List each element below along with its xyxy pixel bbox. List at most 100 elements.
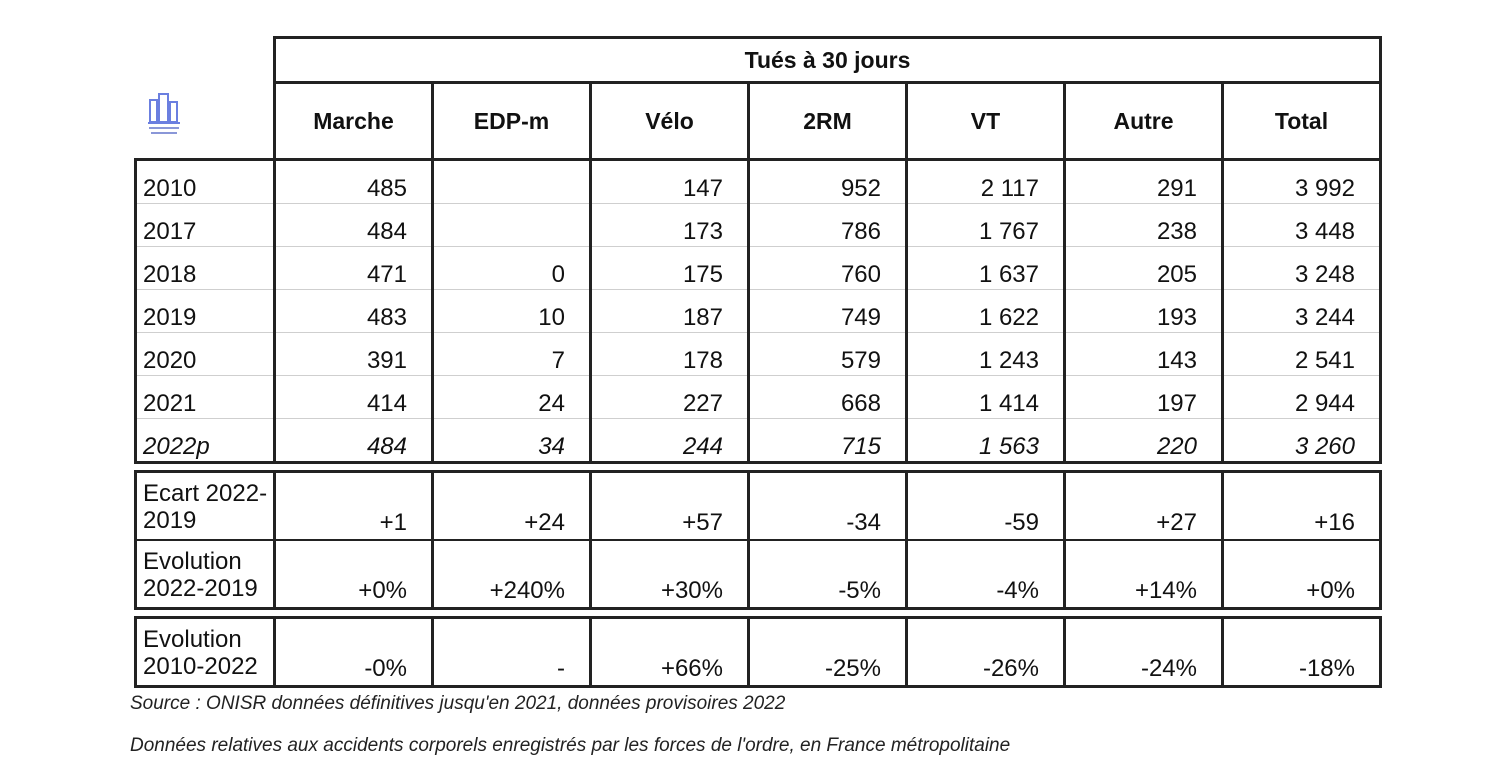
table-cell: 2 541: [1221, 332, 1382, 376]
fatalities-table: Tués à 30 jours Marche EDP-m Vélo 2RM VT Autr…: [134, 36, 1382, 688]
table-cell: 715: [747, 418, 908, 464]
row-label: 2017: [134, 203, 276, 247]
table-cell: 205: [1063, 246, 1224, 290]
table-cell: 3 248: [1221, 246, 1382, 290]
table-cell: 193: [1063, 289, 1224, 333]
table-cell: 220: [1063, 418, 1224, 464]
table-cell: 1 622: [905, 289, 1066, 333]
stat-cell: -: [431, 616, 592, 688]
table-cell: 484: [273, 203, 434, 247]
table-cell: 3 260: [1221, 418, 1382, 464]
table-row: 2020 391 7 178 579 1 243 143 2 541: [134, 332, 1382, 376]
table-cell: 7: [431, 332, 592, 376]
stat-cell: -0%: [273, 616, 434, 688]
column-header: 2RM: [747, 81, 908, 161]
table-cell: 3 244: [1221, 289, 1382, 333]
stat-cell: +66%: [589, 616, 750, 688]
column-header: VT: [905, 81, 1066, 161]
table-cell: 952: [747, 158, 908, 204]
table-row: 2017 484 173 786 1 767 238 3 448: [134, 203, 1382, 247]
column-header: Marche: [273, 81, 434, 161]
stat-label: Evolution 2010-2022: [134, 616, 276, 688]
stat-cell: +14%: [1063, 539, 1224, 610]
table-cell: 0: [431, 246, 592, 290]
table-cell: 3 448: [1221, 203, 1382, 247]
row-label: 2018: [134, 246, 276, 290]
table-cell: 471: [273, 246, 434, 290]
table-cell: 786: [747, 203, 908, 247]
stat-row: Evolution 2022-2019 +0% +240% +30% -5% -4% +14…: [134, 539, 1382, 610]
stat-row: Evolution 2010-2022 -0% - +66% -25% -26% -24% -…: [134, 616, 1382, 688]
building-logo-icon: [148, 93, 180, 134]
column-header: Autre: [1063, 81, 1224, 161]
row-label: 2022p: [134, 418, 276, 464]
table-cell: 187: [589, 289, 750, 333]
table-cell: 2 944: [1221, 375, 1382, 419]
table-cell: 485: [273, 158, 434, 204]
stat-label: Ecart 2022-2019: [134, 470, 276, 540]
stat-cell: -34: [747, 470, 908, 540]
table-cell: 291: [1063, 158, 1224, 204]
table-row: 2019 483 10 187 749 1 622 193 3 244: [134, 289, 1382, 333]
stat-cell: -5%: [747, 539, 908, 610]
table-row: 2018 471 0 175 760 1 637 205 3 248: [134, 246, 1382, 290]
table-cell: 483: [273, 289, 434, 333]
table-cell: 1 637: [905, 246, 1066, 290]
table-cell: 238: [1063, 203, 1224, 247]
stat-cell: +240%: [431, 539, 592, 610]
table-cell: 1 767: [905, 203, 1066, 247]
table-cell: 173: [589, 203, 750, 247]
stat-cell: -26%: [905, 616, 1066, 688]
stat-cell: +0%: [273, 539, 434, 610]
table-cell: 760: [747, 246, 908, 290]
column-header: Total: [1221, 81, 1382, 161]
table-row: 2021 414 24 227 668 1 414 197 2 944: [134, 375, 1382, 419]
scope-note: Données relatives aux accidents corporel…: [130, 735, 1011, 756]
source-note: Source : ONISR données définitives jusqu…: [130, 693, 786, 714]
stat-cell: -25%: [747, 616, 908, 688]
stat-cell: +30%: [589, 539, 750, 610]
stat-label: Evolution 2022-2019: [134, 539, 276, 610]
table-title: Tués à 30 jours: [273, 36, 1382, 84]
stat-cell: +24: [431, 470, 592, 540]
table-cell: 579: [747, 332, 908, 376]
table-cell: 227: [589, 375, 750, 419]
table-cell: 414: [273, 375, 434, 419]
stat-cell: -24%: [1063, 616, 1224, 688]
table-cell: 244: [589, 418, 750, 464]
table-cell: 668: [747, 375, 908, 419]
stat-cell: -18%: [1221, 616, 1382, 688]
table-cell: 1 563: [905, 418, 1066, 464]
table-cell: 178: [589, 332, 750, 376]
table-cell: 2 117: [905, 158, 1066, 204]
stat-cell: +27: [1063, 470, 1224, 540]
stat-cell: +1: [273, 470, 434, 540]
table-row: 2022p 484 34 244 715 1 563 220 3 260: [134, 418, 1382, 464]
table-cell: 24: [431, 375, 592, 419]
table-cell: 3 992: [1221, 158, 1382, 204]
stat-cell: +0%: [1221, 539, 1382, 610]
stat-cell: -4%: [905, 539, 1066, 610]
stat-cell: -59: [905, 470, 1066, 540]
table-row: 2010 485 147 952 2 117 291 3 992: [134, 158, 1382, 204]
table-cell: [431, 158, 592, 204]
row-label: 2021: [134, 375, 276, 419]
column-header: Vélo: [589, 81, 750, 161]
table-cell: 1 414: [905, 375, 1066, 419]
table-cell: [431, 203, 592, 247]
column-header: EDP-m: [431, 81, 592, 161]
stat-row: Ecart 2022-2019 +1 +24 +57 -34 -59 +27 +16: [134, 470, 1382, 540]
table-cell: 147: [589, 158, 750, 204]
row-label: 2010: [134, 158, 276, 204]
table-cell: 391: [273, 332, 434, 376]
table-cell: 175: [589, 246, 750, 290]
row-label: 2020: [134, 332, 276, 376]
stat-cell: +57: [589, 470, 750, 540]
table-cell: 1 243: [905, 332, 1066, 376]
stat-cell: +16: [1221, 470, 1382, 540]
table-cell: 143: [1063, 332, 1224, 376]
table-cell: 484: [273, 418, 434, 464]
table-cell: 10: [431, 289, 592, 333]
table-cell: 197: [1063, 375, 1224, 419]
table-cell: 749: [747, 289, 908, 333]
